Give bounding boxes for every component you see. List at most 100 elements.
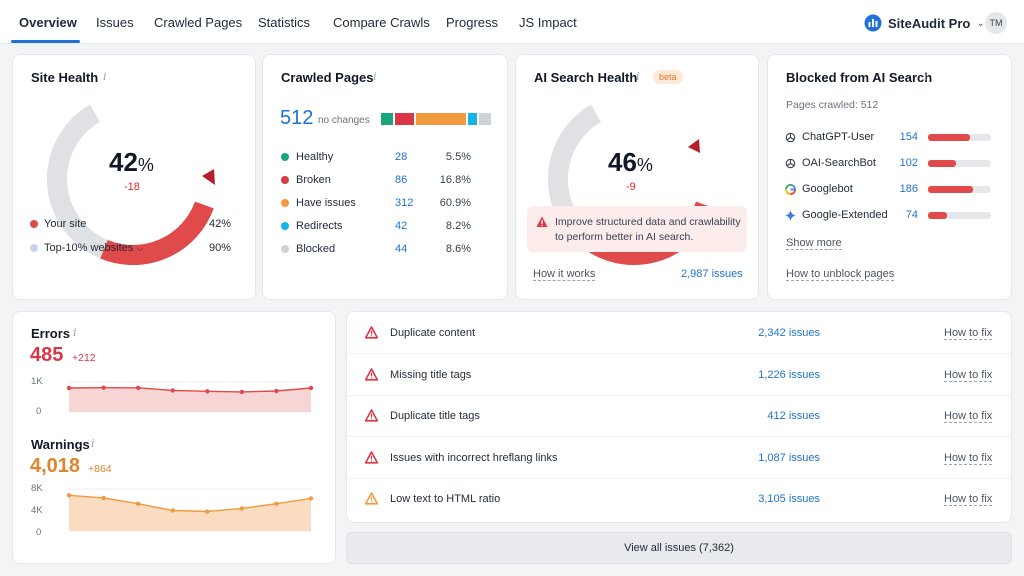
row-pct-healthy: 5.5% [445, 151, 471, 163]
info-icon[interactable]: i [91, 437, 95, 450]
issue-name-low-text-to-html-ratio[interactable]: Low text to HTML ratio [390, 493, 501, 506]
avatar[interactable]: TM [985, 12, 1007, 34]
info-icon[interactable]: i [924, 70, 928, 83]
row-pct-blocked: 8.6% [445, 243, 471, 255]
bot-count-chatgpt-user[interactable]: 154 [899, 131, 918, 143]
warnings-y-tick-max: 8K [31, 483, 43, 494]
info-icon[interactable]: i [103, 70, 107, 83]
info-icon[interactable]: i [373, 70, 377, 83]
errors-chart-point-5 [239, 389, 245, 395]
info-icon[interactable]: i [636, 70, 640, 83]
legend-dot-have-issues [281, 199, 289, 207]
errors-y-tick-zero: 0 [36, 406, 42, 417]
issue-name-duplicate-content[interactable]: Duplicate content [390, 327, 475, 339]
site-health-title: Site Health [31, 70, 99, 85]
bot-bar-track-chatgpt-user [928, 134, 991, 141]
ai-health-gauge [547, 104, 715, 266]
top10-selector[interactable]: Top-10% websites ⌵ [44, 242, 143, 254]
warning-icon [536, 216, 548, 227]
tab-overview[interactable]: Overview [19, 15, 77, 30]
warnings-delta: +864 [88, 463, 112, 475]
how-to-fix-link[interactable]: How to fix [944, 451, 993, 465]
ai-issues-link[interactable]: 2,987 issues [681, 268, 743, 280]
legend-dot-redirects [281, 222, 289, 230]
your-site-label: Your site [44, 218, 87, 230]
errors-chart-point-1 [101, 385, 106, 390]
tab-js-impact[interactable]: JS Impact [519, 15, 577, 30]
top10-legend-dot [30, 244, 38, 252]
issue-name-issues-with-incorrect-hreflang-links[interactable]: Issues with incorrect hreflang links [390, 451, 558, 464]
bot-count-google-extended[interactable]: 74 [905, 209, 918, 221]
row-count-redirects[interactable]: 42 [395, 220, 408, 232]
issue-row: Duplicate title tags 412 issues How to fix [347, 395, 1011, 438]
row-count-blocked[interactable]: 44 [395, 243, 408, 255]
top-navigation: Overview Issues Crawled Pages Statistics… [0, 0, 1024, 44]
errors-chart-point-3 [170, 388, 175, 393]
row-count-healthy[interactable]: 28 [395, 151, 408, 163]
issue-count-duplicate-content[interactable]: 2,342 issues [758, 327, 820, 339]
crawled-pages-distribution-bar [381, 113, 491, 125]
how-to-fix-link[interactable]: How to fix [944, 410, 993, 424]
how-to-fix-link[interactable]: How to fix [944, 368, 993, 382]
row-pct-redirects: 8.2% [445, 220, 471, 232]
errors-title: Errors [31, 326, 71, 341]
bot-count-googlebot[interactable]: 186 [899, 183, 918, 195]
bot-bar-fill-oai-searchbot [928, 160, 956, 167]
tab-progress[interactable]: Progress [446, 15, 499, 30]
errors-chart-point-2 [135, 385, 141, 390]
distribution-segment-redirects [467, 113, 478, 125]
show-more-link[interactable]: Show more [786, 237, 842, 250]
unblock-pages-link[interactable]: How to unblock pages [786, 268, 895, 281]
tab-compare-crawls[interactable]: Compare Crawls [333, 15, 430, 30]
issue-count-low-text-to-html-ratio[interactable]: 3,105 issues [758, 493, 820, 506]
row-pct-broken: 16.8% [439, 174, 471, 186]
tab-crawled-pages[interactable]: Crawled Pages [154, 15, 243, 30]
issue-name-missing-title-tags[interactable]: Missing title tags [390, 368, 472, 381]
errors-count[interactable]: 485 [30, 344, 64, 366]
site-health-gauge [46, 104, 215, 266]
project-switcher[interactable]: SiteAudit Pro ⌄ [864, 12, 985, 34]
error-icon [365, 367, 378, 381]
how-to-fix-link[interactable]: How to fix [944, 493, 993, 507]
issue-row: Issues with incorrect hreflang links 1,08… [347, 437, 1011, 479]
top10-value: 90% [209, 242, 232, 254]
ai-health-number: 46 [608, 147, 637, 177]
warnings-count[interactable]: 4,018 [30, 455, 81, 477]
row-count-have-issues[interactable]: 312 [395, 197, 414, 209]
tab-issues[interactable]: Issues [96, 15, 134, 30]
row-label-healthy: Healthy [296, 151, 334, 163]
issue-name-duplicate-title-tags[interactable]: Duplicate title tags [390, 410, 480, 423]
how-to-fix-link[interactable]: How to fix [944, 327, 993, 340]
warnings-chart-point-5 [239, 506, 245, 511]
bot-bar-fill-chatgpt-user [928, 134, 970, 141]
bot-count-oai-searchbot[interactable]: 102 [899, 157, 918, 169]
site-health-number: 42 [109, 147, 138, 177]
crawled-pages-title: Crawled Pages [281, 70, 374, 85]
how-it-works-link[interactable]: How it works [533, 268, 596, 281]
blocked-ai-card: Blocked from AI Search i Pages crawled: … [767, 54, 1012, 300]
row-pct-have-issues: 60.9% [439, 197, 471, 209]
ai-health-delta: -9 [626, 181, 636, 193]
legend-dot-broken [281, 176, 289, 184]
errors-delta: +212 [72, 352, 96, 364]
errors-y-tick-max: 1K [31, 376, 43, 387]
warnings-y-tick-zero: 0 [36, 527, 42, 538]
issue-count-duplicate-title-tags[interactable]: 412 issues [767, 410, 820, 423]
chevron-down-icon: ⌵ [136, 243, 144, 253]
issue-count-missing-title-tags[interactable]: 1,226 issues [758, 368, 820, 381]
legend-dot-blocked [281, 245, 289, 253]
info-icon[interactable]: i [73, 326, 77, 339]
site-health-card: Site Health i 42% -18 Your site 42% Top-… [12, 54, 256, 300]
warnings-chart-point-4 [205, 509, 210, 514]
issue-row: Duplicate content 2,342 issues How to fix [347, 312, 1011, 354]
errors-chart-point-7 [308, 385, 314, 391]
tab-statistics[interactable]: Statistics [258, 15, 311, 30]
legend-dot-healthy [281, 153, 289, 161]
issue-count-issues-with-incorrect-hreflang-links[interactable]: 1,087 issues [758, 451, 820, 464]
row-count-broken[interactable]: 86 [395, 174, 408, 186]
crawled-pages-total[interactable]: 512 [280, 107, 314, 129]
view-all-issues-button[interactable]: View all issues (7,362) [346, 532, 1012, 564]
warnings-chart-area [69, 495, 311, 531]
distribution-segment-blocked [479, 113, 491, 125]
warnings-chart-point-3 [170, 508, 175, 513]
